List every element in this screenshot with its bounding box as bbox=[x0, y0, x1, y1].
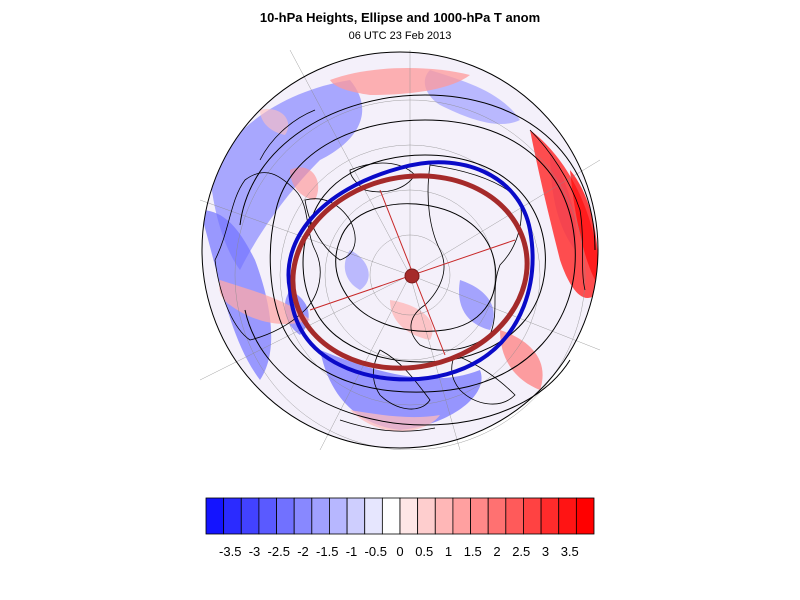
colorbar-tick-label: 1 bbox=[445, 544, 452, 559]
colorbar-box bbox=[558, 497, 577, 535]
colorbar-box bbox=[258, 497, 277, 535]
colorbar-box bbox=[487, 497, 507, 535]
colorbar-tick-label: 0.5 bbox=[415, 544, 433, 559]
colorbar-tick-label: -1.5 bbox=[316, 544, 338, 559]
ellipse-center-marker bbox=[404, 268, 420, 284]
polar-map bbox=[200, 50, 600, 450]
colorbar-labels: -3.5 -3 -2.5 -2 -1.5 -1 -0.5 0 0.5 1 1.5 2 2.5 3 3.5 bbox=[219, 544, 579, 559]
colorbar-boxes bbox=[205, 497, 595, 535]
polar-map-svg bbox=[200, 50, 600, 450]
graticule bbox=[200, 50, 600, 450]
colorbar-tick-label: -2 bbox=[297, 544, 309, 559]
colorbar-tick-label: -0.5 bbox=[365, 544, 387, 559]
colorbar-box bbox=[293, 497, 313, 535]
colorbar-tick-label: 2.5 bbox=[512, 544, 530, 559]
colorbar-tick-label: 0 bbox=[396, 544, 403, 559]
colorbar-tick-label: 3 bbox=[542, 544, 549, 559]
polar-vortex-edge bbox=[286, 160, 535, 382]
colorbar-box bbox=[223, 497, 242, 535]
colorbar-box bbox=[381, 497, 401, 535]
colorbar-box bbox=[399, 497, 419, 535]
colorbar-box bbox=[505, 497, 524, 535]
globe-outline bbox=[201, 51, 599, 449]
colorbar-tick-label: -3.5 bbox=[219, 544, 241, 559]
colorbar-tick-label: -3 bbox=[249, 544, 261, 559]
colorbar-box bbox=[523, 497, 542, 535]
colorbar-box bbox=[470, 497, 489, 535]
colorbar-box bbox=[452, 497, 471, 535]
colorbar: -3.5 -3 -2.5 -2 -1.5 -1 -0.5 0 0.5 1 1.5 2 2.5 3 3.5 bbox=[200, 492, 600, 562]
colorbar-box bbox=[364, 497, 383, 535]
colorbar-box bbox=[240, 497, 260, 535]
colorbar-box bbox=[205, 497, 225, 535]
colorbar-box bbox=[434, 497, 454, 535]
colorbar-box bbox=[329, 497, 348, 535]
map-subtitle: 06 UTC 23 Feb 2013 bbox=[348, 30, 452, 42]
colorbar-box bbox=[540, 497, 560, 535]
colorbar-svg: -3.5 -3 -2.5 -2 -1.5 -1 -0.5 0 0.5 1 1.5 2 2.5 3 3.5 bbox=[205, 497, 595, 559]
colorbar-tick-label: -1 bbox=[346, 544, 358, 559]
colorbar-tick-label: 3.5 bbox=[561, 544, 579, 559]
map-title: 10-hPa Heights, Ellipse and 1000-hPa T a… bbox=[259, 10, 541, 25]
colorbar-box bbox=[311, 497, 330, 535]
height-contours bbox=[239, 94, 596, 426]
colorbar-tick-label: 1.5 bbox=[464, 544, 482, 559]
colorbar-box bbox=[417, 497, 436, 535]
colorbar-box bbox=[575, 497, 595, 535]
colorbar-box bbox=[346, 497, 366, 535]
colorbar-tick-label: -2.5 bbox=[268, 544, 290, 559]
fitted-ellipse bbox=[290, 173, 530, 371]
colorbar-box bbox=[276, 497, 295, 535]
colorbar-tick-label: 2 bbox=[493, 544, 500, 559]
